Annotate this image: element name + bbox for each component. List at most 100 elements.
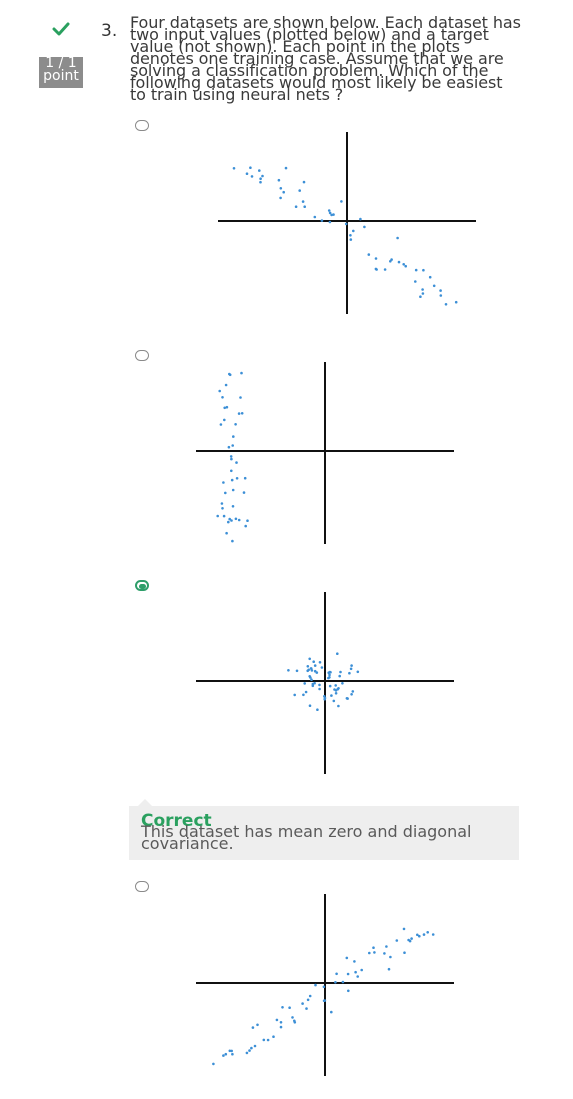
data-point [439, 289, 442, 292]
data-point [232, 167, 236, 170]
data-point [302, 180, 306, 184]
data-point [220, 502, 224, 505]
data-point [240, 412, 244, 415]
data-point [224, 383, 228, 387]
data-point [279, 1021, 283, 1024]
data-point [328, 684, 332, 688]
data-point [275, 1018, 279, 1022]
option-1-radio[interactable] [135, 120, 149, 131]
data-point [367, 253, 371, 256]
data-point [418, 934, 421, 938]
data-point [387, 967, 391, 971]
data-point [310, 678, 313, 681]
data-point [318, 661, 322, 664]
data-point [301, 200, 305, 203]
data-point [328, 673, 331, 677]
data-point [350, 693, 353, 696]
data-point [426, 931, 429, 934]
data-point [421, 292, 425, 295]
data-point [231, 488, 235, 492]
data-point [396, 236, 399, 240]
data-point [222, 481, 225, 484]
data-point [432, 284, 436, 288]
data-point [225, 405, 229, 409]
data-point [229, 455, 233, 458]
feedback-title: Correct [141, 811, 212, 831]
data-point [323, 999, 327, 1002]
data-point [353, 960, 356, 963]
option-2[interactable] [0, 350, 573, 550]
data-point [277, 178, 281, 182]
data-point [249, 166, 252, 169]
data-point [341, 980, 345, 984]
data-point [315, 671, 319, 674]
data-point [222, 514, 226, 518]
data-point [245, 172, 249, 175]
data-point [230, 478, 234, 482]
data-point [402, 927, 406, 931]
data-point [251, 1026, 255, 1029]
score-value: 1 / 1 [45, 57, 77, 71]
data-point [230, 1049, 233, 1053]
data-point [328, 211, 332, 215]
data-point [402, 263, 405, 266]
option-1-scatter-plot [218, 132, 476, 314]
data-point [334, 692, 338, 695]
data-point [232, 435, 235, 438]
data-point [221, 507, 224, 510]
data-point [294, 205, 298, 208]
data-point [224, 491, 227, 495]
data-point [287, 669, 290, 672]
data-point [279, 187, 283, 190]
option-4-radio[interactable] [135, 881, 149, 892]
data-point [237, 412, 241, 415]
data-point [239, 396, 242, 399]
data-point [368, 951, 371, 955]
option-3-radio[interactable] [135, 580, 149, 591]
data-point [279, 1025, 283, 1029]
data-point [235, 461, 238, 464]
data-point [227, 520, 230, 524]
data-point [304, 690, 308, 694]
data-point [230, 457, 233, 461]
question-text: Four datasets are shown below. Each data… [130, 13, 521, 104]
feedback-text: This dataset has mean zero and diagonal … [141, 822, 472, 853]
option-1[interactable] [0, 120, 573, 320]
data-point [414, 280, 417, 283]
data-point [293, 693, 296, 697]
data-point [288, 1006, 291, 1009]
data-point [303, 682, 306, 685]
data-point [231, 1052, 234, 1056]
data-point [261, 174, 264, 178]
option-3[interactable] [0, 580, 573, 780]
option-2-radio[interactable] [135, 350, 149, 361]
data-point [307, 668, 310, 672]
data-point [334, 684, 337, 687]
data-point [318, 687, 321, 691]
data-point [235, 477, 239, 480]
data-point [328, 676, 331, 679]
option-4[interactable] [0, 881, 573, 1081]
data-point [218, 389, 221, 393]
data-point [306, 665, 310, 668]
data-point [327, 671, 330, 674]
data-point [316, 708, 319, 711]
data-point [332, 213, 335, 216]
data-point [347, 989, 350, 993]
data-point [390, 258, 393, 261]
data-point [308, 704, 312, 707]
data-point [340, 200, 343, 203]
data-point [314, 983, 317, 987]
data-point [407, 938, 410, 942]
data-point [327, 209, 331, 212]
data-point [416, 933, 419, 937]
data-point [421, 288, 424, 291]
data-point [284, 166, 288, 170]
data-point [318, 683, 321, 687]
data-point [231, 539, 234, 543]
data-point [256, 1023, 259, 1027]
data-point [330, 1010, 333, 1014]
data-point [306, 998, 310, 1002]
data-point [305, 1007, 308, 1010]
data-point [419, 295, 422, 298]
